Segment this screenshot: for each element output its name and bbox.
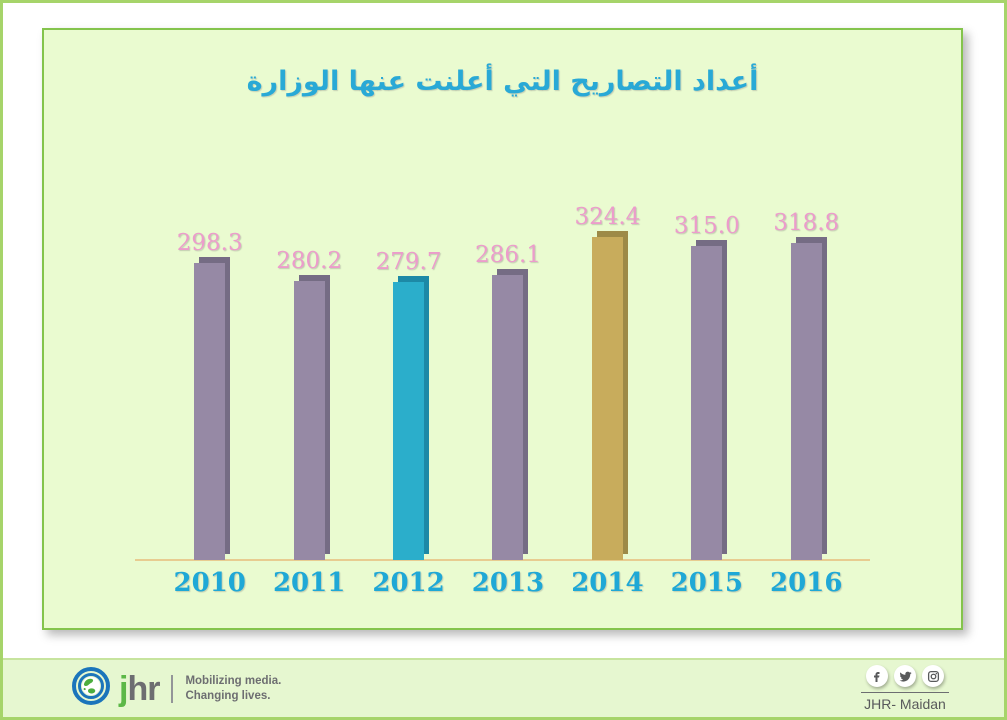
bar-3d-front (293, 281, 325, 560)
bars-area: 298.3 280.2 279.7 286.1 324.4 315.0 318.8 (160, 30, 856, 560)
bar-slot-2013: 286.1 (458, 30, 557, 560)
bar-2011 (293, 275, 330, 560)
jhr-wordmark-hr: hr (127, 669, 160, 708)
instagram-icon[interactable] (922, 665, 944, 687)
bar-3d-front (790, 243, 822, 560)
x-axis-label-2015: 2015 (670, 568, 743, 598)
bar-slot-2012: 279.7 (359, 30, 458, 560)
jhr-wordmark: jhr (119, 669, 160, 708)
globe-icon (71, 666, 111, 711)
bar-2012 (393, 276, 430, 560)
bar-3d-front (591, 237, 623, 560)
tagline-line1: Mobilizing media. (185, 674, 282, 687)
bar-value-label: 298.3 (176, 230, 243, 256)
chart-panel: أعداد التصاريح التي أعلنت عنها الوزارة 2… (42, 28, 963, 630)
bar-chart: 298.3 280.2 279.7 286.1 324.4 315.0 318.8 2010… (44, 30, 961, 598)
bar-3d-front (691, 246, 723, 560)
bar-value-label: 286.1 (475, 242, 541, 268)
bar-slot-2011: 280.2 (259, 30, 358, 560)
bar-value-label: 315.0 (673, 213, 740, 239)
x-axis-baseline (135, 559, 870, 561)
x-axis-label-2014: 2014 (571, 568, 644, 598)
x-axis-label-2010: 2010 (173, 568, 246, 598)
bar-2013 (492, 269, 529, 560)
logo-separator (171, 674, 174, 703)
bar-slot-2010: 298.3 (160, 30, 259, 560)
bar-3d-front (194, 263, 226, 560)
social-icons (866, 665, 944, 687)
bar-value-label: 318.8 (773, 210, 840, 236)
social-block: JHR- Maidan (861, 665, 949, 712)
x-axis-labels: 2010 2011 2012 2013 2014 2015 2016 (160, 568, 856, 598)
logo-tagline: Mobilizing media. Changing lives. (185, 674, 281, 704)
facebook-icon[interactable] (866, 665, 888, 687)
org-divider (861, 692, 949, 693)
x-axis-label-2011: 2011 (272, 568, 346, 598)
x-axis-label-2016: 2016 (770, 568, 843, 598)
bar-slot-2016: 318.8 (757, 30, 856, 560)
bar-2015 (691, 240, 728, 560)
bar-3d-front (492, 275, 524, 560)
footer: jhr Mobilizing media. Changing lives. (3, 658, 1004, 717)
bar-value-label: 280.2 (276, 248, 343, 274)
jhr-logo: jhr Mobilizing media. Changing lives. (71, 666, 281, 711)
x-axis-label-2013: 2013 (471, 568, 545, 598)
tagline-line2: Changing lives. (185, 689, 271, 702)
chart-title: أعداد التصاريح التي أعلنت عنها الوزارة (246, 66, 759, 97)
bar-2010 (194, 257, 231, 560)
bar-value-label: 324.4 (574, 204, 641, 230)
bar-3d-front (393, 282, 425, 560)
jhr-wordmark-j: j (119, 669, 129, 708)
twitter-icon[interactable] (894, 665, 916, 687)
bar-slot-2014: 324.4 (558, 30, 657, 560)
bar-2016 (790, 237, 827, 560)
bar-2014 (591, 231, 628, 560)
x-axis-label-2012: 2012 (372, 568, 445, 598)
bar-value-label: 279.7 (375, 249, 442, 275)
bar-slot-2015: 315.0 (657, 30, 756, 560)
org-label: JHR- Maidan (864, 696, 946, 712)
